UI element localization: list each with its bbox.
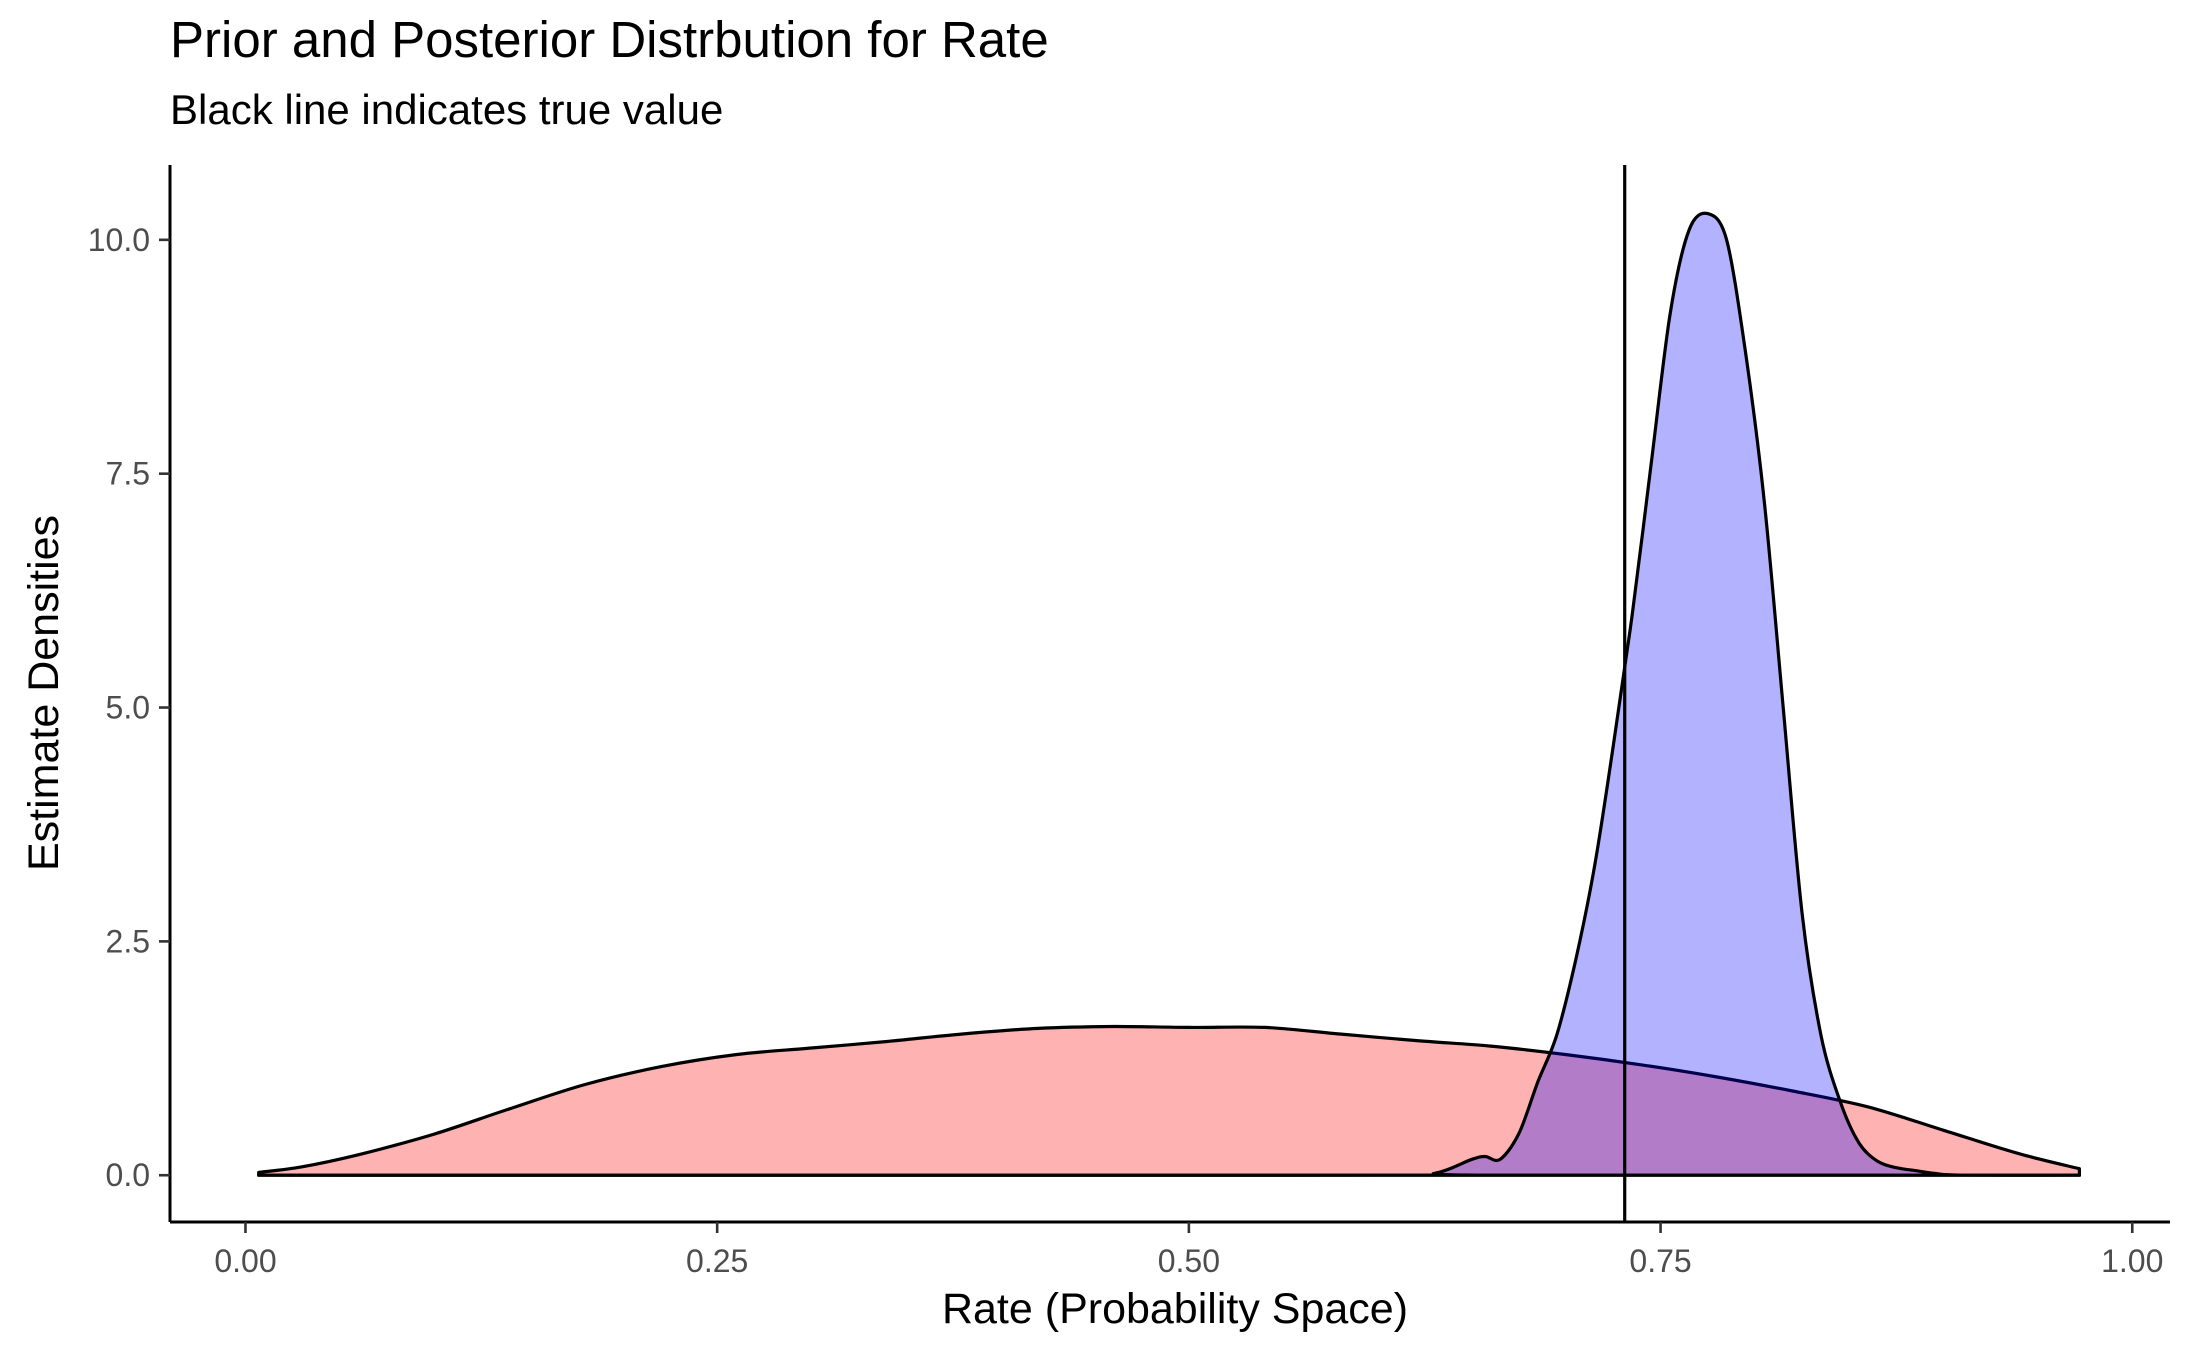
- density-outline-1: [257, 1024, 2081, 1177]
- y-tick-label: 10.0: [88, 222, 150, 258]
- chart-subtitle: Black line indicates true value: [170, 86, 724, 133]
- x-axis-title: Rate (Probability Space): [942, 1285, 1408, 1333]
- y-tick-label: 5.0: [106, 690, 150, 726]
- chart-title: Prior and Posterior Distrbution for Rate: [170, 11, 1049, 68]
- x-tick-label: 0.25: [686, 1243, 748, 1279]
- x-tick-label: 0.00: [214, 1243, 276, 1279]
- y-axis-title: Estimate Densities: [20, 515, 68, 871]
- y-tick-label: 7.5: [106, 456, 150, 492]
- x-tick-label: 1.00: [2101, 1243, 2163, 1279]
- density-areas: [257, 211, 2081, 1177]
- density-outline-2: [257, 211, 2081, 1177]
- y-tick-label: 2.5: [106, 923, 150, 959]
- x-tick-label: 0.75: [1629, 1243, 1691, 1279]
- x-tick-label: 0.50: [1158, 1243, 1220, 1279]
- axes: 0.00 0.25 0.50 0.75 1.00 0.0 2.5 5.0 7.5 10.0: [88, 165, 2170, 1279]
- y-tick-label: 0.0: [106, 1157, 150, 1193]
